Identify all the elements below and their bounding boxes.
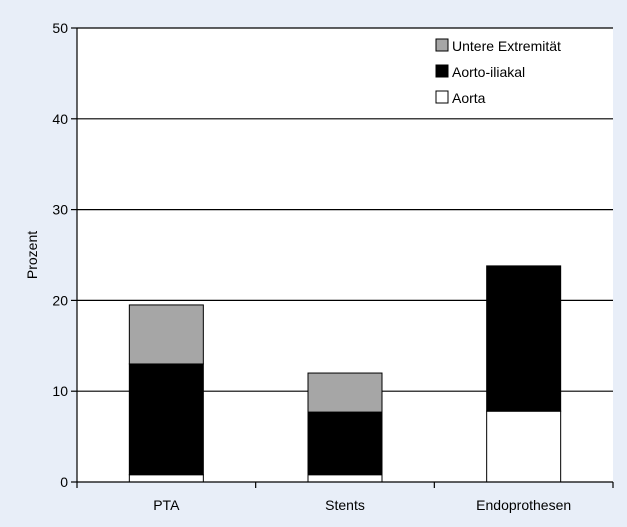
y-tick-label: 20: [52, 292, 68, 308]
bar-segment: [308, 475, 382, 482]
y-tick-label: 40: [52, 111, 68, 127]
legend-swatch: [436, 91, 448, 103]
bar-segment: [487, 411, 561, 482]
y-tick-label: 50: [52, 20, 68, 36]
bar-segment: [308, 412, 382, 475]
legend-label: Aorto-iliakal: [452, 64, 525, 80]
bar-segment: [487, 266, 561, 411]
bar-segment: [129, 475, 203, 482]
y-tick-label: 0: [60, 474, 68, 490]
x-tick-label: PTA: [153, 497, 180, 513]
bar-segment: [129, 305, 203, 364]
y-tick-labels: 0 10 20 30 40 50: [52, 20, 68, 490]
bar-segment: [308, 373, 382, 412]
y-tick-label: 10: [52, 383, 68, 399]
x-tick-labels: PTA Stents Endoprothesen: [153, 497, 571, 513]
legend-swatch: [436, 39, 448, 51]
bar-segment: [129, 364, 203, 475]
x-tick-label: Endoprothesen: [476, 497, 571, 513]
y-tick-label: 30: [52, 202, 68, 218]
legend-label: Untere Extremität: [452, 38, 561, 54]
y-axis-title: Prozent: [24, 231, 40, 279]
legend-label: Aorta: [452, 90, 486, 106]
legend-swatch: [436, 65, 448, 77]
x-tick-label: Stents: [325, 497, 365, 513]
